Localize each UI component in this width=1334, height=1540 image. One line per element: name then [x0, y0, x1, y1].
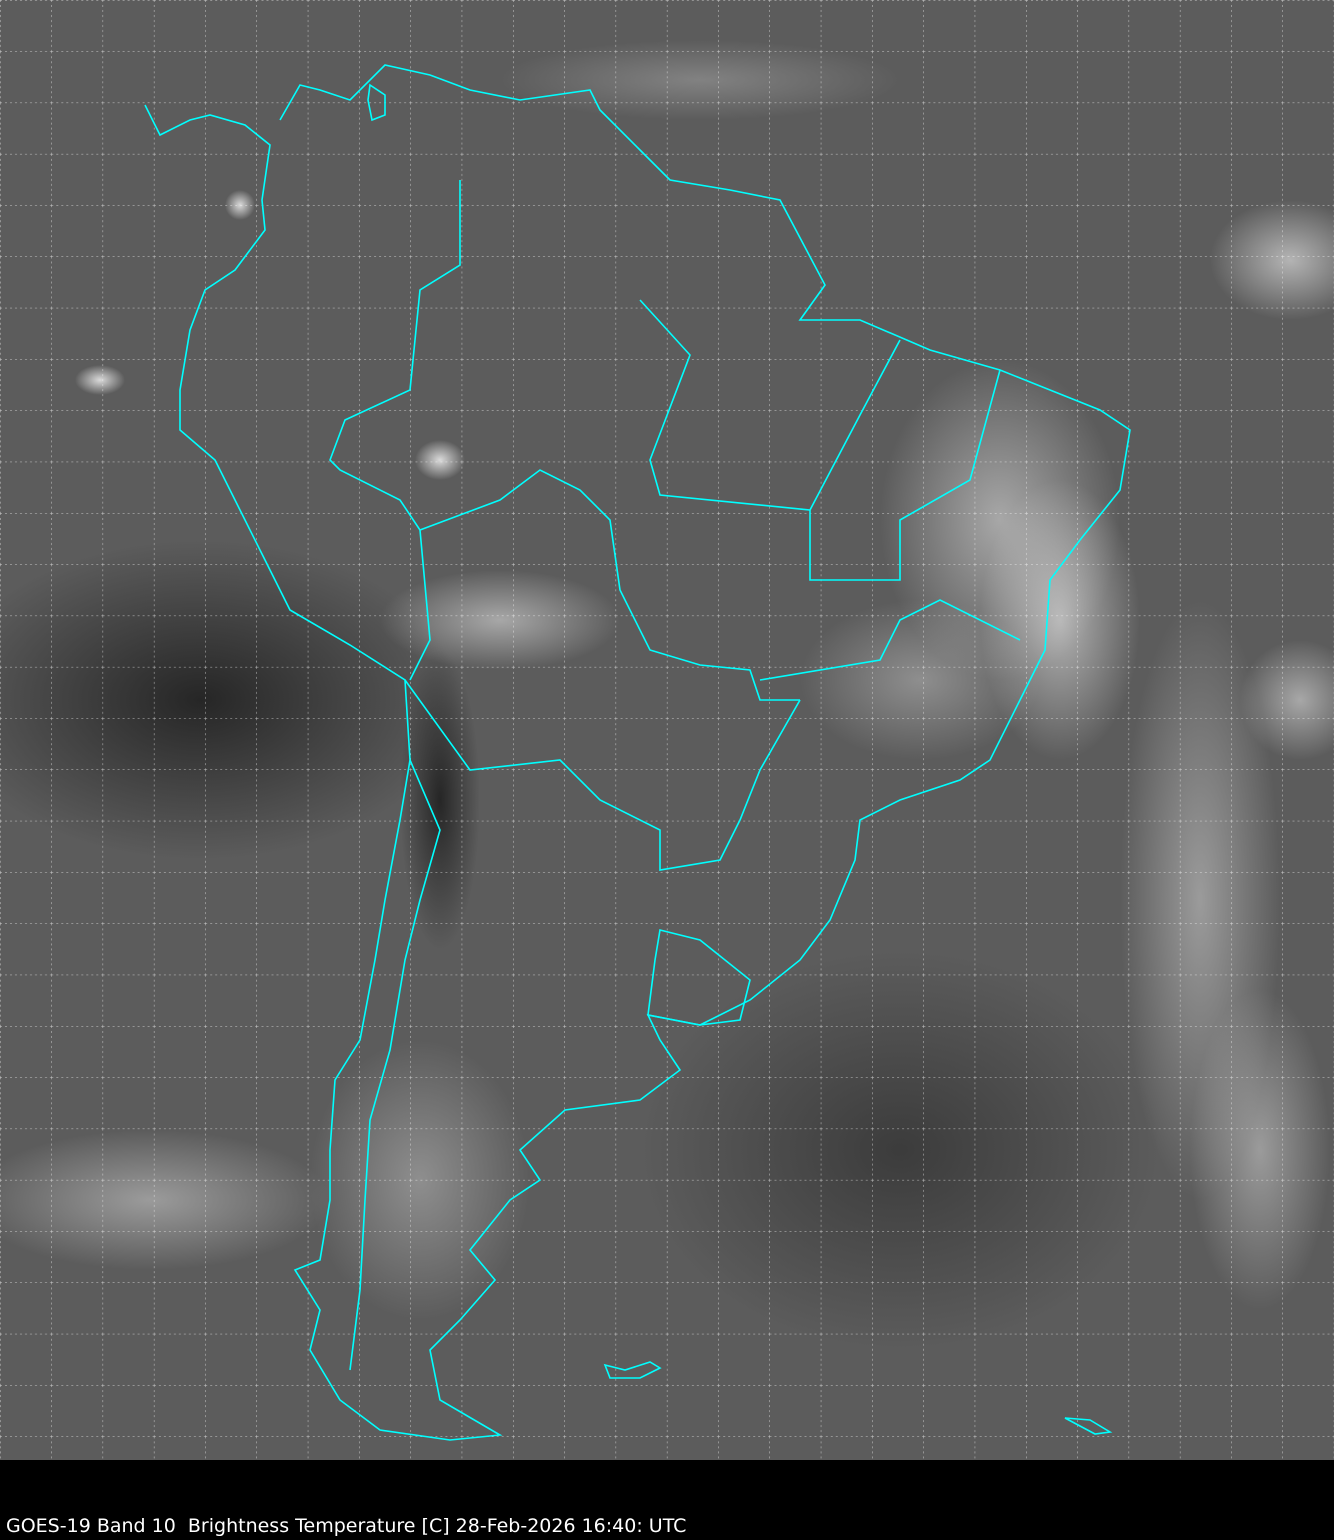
border-andes: [329, 180, 461, 681]
south-georgia: [1064, 1417, 1113, 1435]
satellite-image: [0, 0, 1334, 1460]
lake-maracaibo: [367, 83, 386, 122]
image-caption: GOES-19 Band 10 Brightness Temperature […: [6, 1515, 687, 1537]
lat-lon-grid: [0, 0, 1334, 1460]
border-paraguay-argentina: [404, 679, 801, 871]
political-boundaries: [144, 64, 1131, 1441]
border-brazil-internal: [639, 299, 1021, 681]
border-uruguay: [647, 929, 751, 1026]
border-argentina-chile: [349, 759, 441, 1371]
falkland-islands: [603, 1361, 662, 1379]
continent-coastline: [144, 64, 1131, 1441]
border-brazil-west: [419, 469, 800, 701]
